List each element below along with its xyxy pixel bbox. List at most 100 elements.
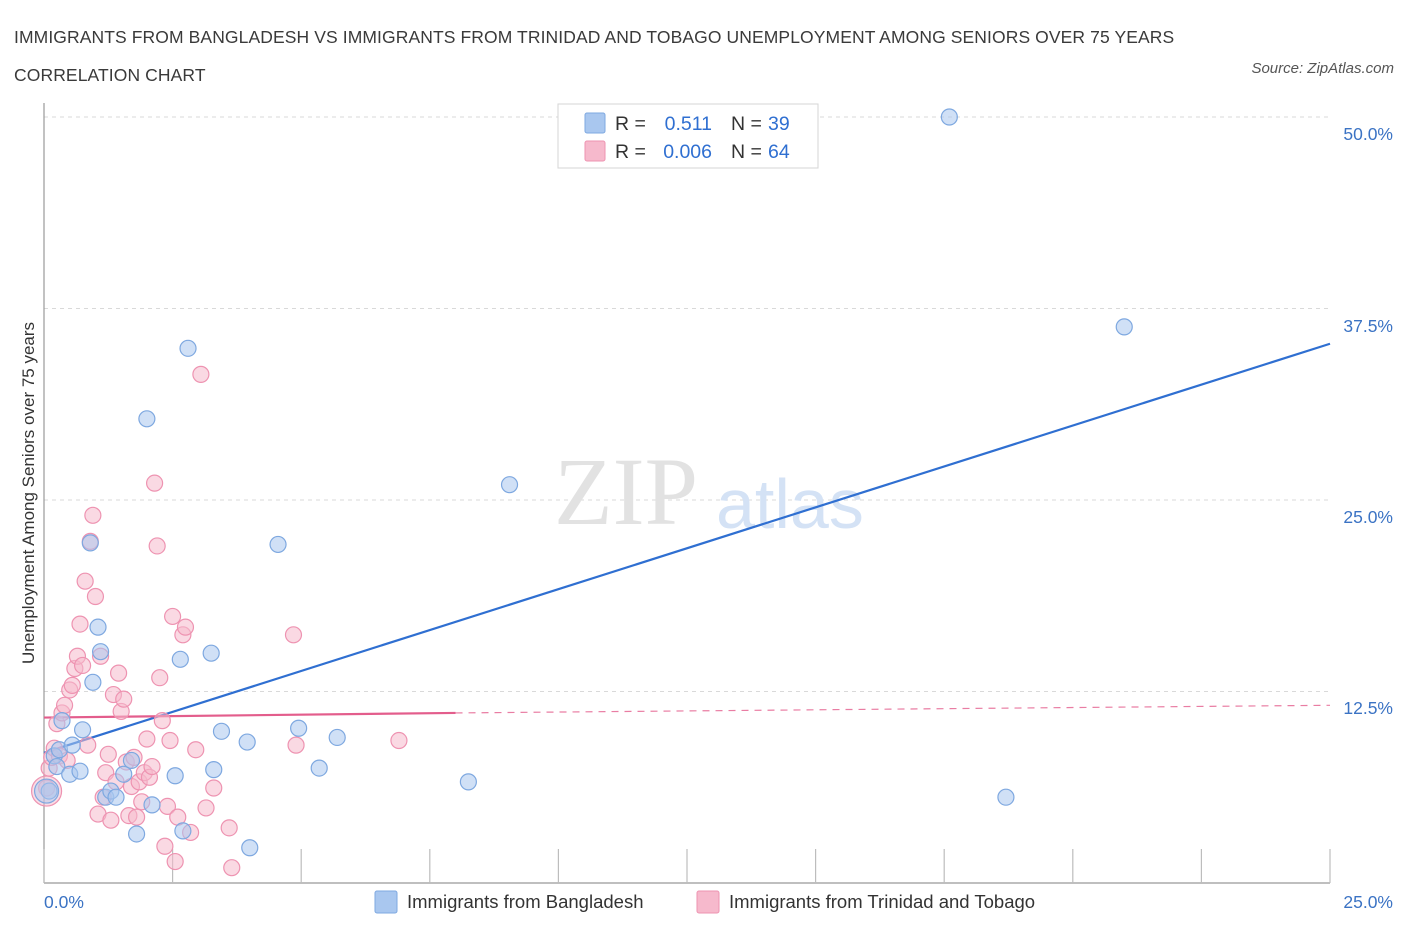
bangladesh-point-10 [84, 673, 102, 691]
bangladesh-point-35 [500, 476, 519, 494]
bangladesh-point-15 [107, 788, 125, 806]
bangladesh-point-23 [174, 822, 192, 840]
trinidad-point-62 [287, 736, 305, 754]
trend-lines [43, 342, 1331, 754]
trinidad-trend-line-solid [43, 711, 456, 719]
series-legend: Immigrants from Bangladesh Immigrants fr… [374, 890, 1035, 914]
y-tick-label-25: 25.0% [1343, 507, 1393, 527]
legend-n-label-bangladesh: N = [731, 113, 762, 135]
bangladesh-trend-line [43, 342, 1331, 754]
series-bangladesh-points [33, 108, 1133, 857]
bangladesh-point-31 [290, 719, 308, 737]
bangladesh-point-24 [179, 339, 197, 357]
source-label: Source: ZipAtlas.com [1251, 60, 1394, 77]
trinidad-point-25 [102, 811, 120, 829]
bangladesh-point-9 [81, 534, 99, 552]
bangladesh-point-16 [115, 765, 133, 783]
trinidad-point-57 [197, 799, 215, 817]
trinidad-point-44 [151, 669, 169, 687]
legend-n-value-trinidad: 64 [768, 141, 790, 163]
trinidad-point-28 [109, 664, 128, 682]
series-trinidad-points [30, 365, 408, 877]
y-tick-label-12-5: 12.5% [1343, 698, 1393, 718]
bangladesh-point-32 [310, 759, 328, 777]
y-tick-label-37-5: 37.5% [1343, 316, 1393, 336]
trinidad-point-48 [161, 731, 179, 750]
bangladesh-cluster-point [33, 778, 60, 804]
trinidad-point-18 [84, 506, 102, 524]
bangladesh-point-26 [205, 761, 223, 779]
legend-n-label-trinidad: N = [731, 141, 762, 163]
bangladesh-point-33 [328, 728, 346, 747]
trinidad-trend-line-dashed [455, 704, 1331, 714]
legend-r-value-bangladesh: 0.511 [665, 113, 712, 135]
bangladesh-point-18 [127, 825, 146, 843]
watermark-zip: ZIP [554, 438, 698, 545]
trinidad-point-14 [73, 656, 92, 675]
trinidad-point-46 [156, 837, 174, 855]
trinidad-point-10 [63, 676, 81, 694]
legend-swatch-bangladesh [584, 112, 606, 134]
legend-n-value-bangladesh: 39 [768, 113, 790, 135]
trinidad-point-58 [205, 779, 223, 797]
trinidad-point-13 [71, 615, 89, 633]
x-tick-label-min: 0.0% [44, 892, 84, 912]
stats-legend: R = 0.511 N = 39 R = 0.006 N = 64 [557, 103, 819, 169]
bangladesh-point-25 [202, 644, 220, 662]
trinidad-point-49 [164, 607, 182, 626]
trinidad-point-45 [153, 712, 171, 730]
bangladesh-point-2 [48, 757, 66, 776]
trinidad-point-61 [284, 626, 303, 644]
bangladesh-point-28 [238, 733, 256, 751]
bangladesh-point-37 [997, 788, 1015, 806]
x-tick-label-max: 25.0% [1343, 892, 1393, 912]
bangladesh-point-20 [143, 796, 161, 814]
trinidad-point-15 [76, 572, 94, 590]
bangladesh-point-34 [459, 773, 477, 791]
bangladesh-point-38 [1115, 318, 1133, 336]
bangladesh-point-7 [71, 762, 89, 780]
watermark-atlas: atlas [716, 465, 864, 543]
bangladesh-point-4 [53, 712, 71, 730]
y-tick-label-50: 50.0% [1343, 124, 1393, 144]
trinidad-point-53 [176, 618, 195, 636]
trinidad-point-42 [145, 474, 164, 492]
trinidad-point-7 [55, 696, 74, 714]
trinidad-point-50 [166, 852, 184, 871]
bangladesh-point-27 [212, 722, 231, 740]
bangladesh-point-12 [91, 643, 110, 661]
trinidad-point-24 [99, 745, 117, 763]
bottom-legend-swatch-bangladesh [374, 890, 398, 914]
legend-r-label-trinidad: R = [615, 141, 646, 163]
trinidad-point-63 [390, 731, 408, 750]
bangladesh-point-19 [138, 410, 156, 428]
bangladesh-point-30 [269, 535, 287, 554]
bangladesh-point-17 [122, 751, 141, 770]
bottom-legend-swatch-trinidad [696, 890, 720, 914]
trinidad-point-56 [192, 365, 210, 383]
trinidad-point-39 [138, 730, 156, 748]
bottom-legend-label-trinidad: Immigrants from Trinidad and Tobago [729, 891, 1035, 912]
legend-swatch-trinidad [584, 140, 606, 162]
trinidad-point-43 [148, 537, 166, 555]
chart-title: IMMIGRANTS FROM BANGLADESH VS IMMIGRANTS… [14, 27, 1175, 85]
y-axis-label: Unemployment Among Seniors over 75 years [19, 322, 38, 664]
bangladesh-point-29 [241, 839, 259, 857]
legend-r-value-trinidad: 0.006 [663, 141, 712, 163]
bangladesh-point-8 [73, 721, 92, 739]
trinidad-point-41 [143, 757, 161, 776]
legend-r-label-bangladesh: R = [615, 113, 646, 135]
trinidad-point-60 [223, 859, 241, 877]
trinidad-point-35 [127, 808, 146, 826]
trinidad-point-59 [220, 819, 238, 837]
trinidad-point-30 [115, 690, 133, 708]
bangladesh-point-11 [89, 618, 107, 636]
bangladesh-point-22 [171, 650, 189, 668]
bangladesh-point-21 [166, 767, 184, 785]
trinidad-point-16 [79, 736, 97, 754]
bangladesh-point-0 [40, 782, 58, 800]
bangladesh-point-36 [940, 108, 958, 126]
trinidad-point-55 [187, 741, 205, 759]
